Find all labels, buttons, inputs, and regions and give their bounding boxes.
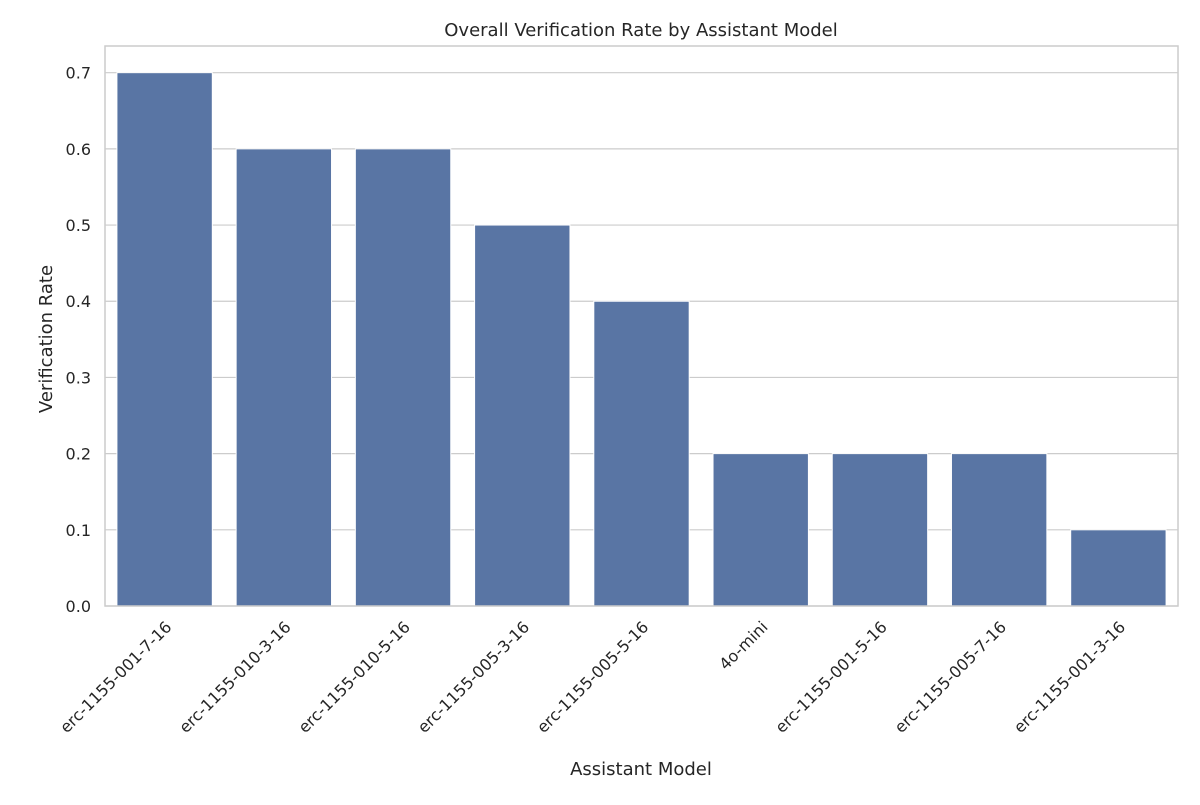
bar [235,148,333,607]
bar [712,453,809,607]
y-tick-labels: 0.0 0.1 0.2 0.3 0.4 0.5 0.6 0.7 [66,64,91,616]
bar [354,148,452,607]
bar [474,224,571,607]
x-tick-label: 4o-mini [715,617,771,673]
bar [593,300,690,607]
bar [950,453,1048,607]
chart-title: Overall Verification Rate by Assistant M… [444,20,837,41]
bar [1070,529,1167,607]
bar-layer [116,72,1167,607]
x-tick-label: erc-1155-005-5-16 [533,617,652,736]
x-axis-label: Assistant Model [570,759,712,780]
y-tick-label: 0.4 [66,292,91,311]
x-tick-label: erc-1155-001-7-16 [56,617,175,736]
x-tick-label: erc-1155-005-7-16 [891,617,1010,736]
y-tick-label: 0.5 [66,216,91,235]
x-tick-label: erc-1155-010-3-16 [175,617,294,736]
bar [831,453,929,607]
x-tick-labels: erc-1155-001-7-16 erc-1155-010-3-16 erc-11… [56,617,1129,736]
y-tick-label: 0.1 [66,521,91,540]
y-tick-label: 0.7 [66,64,91,83]
y-axis-label: Verification Rate [36,265,57,413]
y-tick-label: 0.2 [66,445,91,464]
y-tick-label: 0.0 [66,597,91,616]
y-tick-label: 0.3 [66,368,91,387]
x-tick-label: erc-1155-010-5-16 [295,617,414,736]
y-tick-label: 0.6 [66,140,91,159]
x-tick-label: erc-1155-001-3-16 [1010,617,1129,736]
bar [116,72,213,607]
x-tick-label: erc-1155-001-5-16 [771,617,890,736]
plot-frame [104,45,1179,607]
x-tick-label: erc-1155-005-3-16 [414,617,533,736]
